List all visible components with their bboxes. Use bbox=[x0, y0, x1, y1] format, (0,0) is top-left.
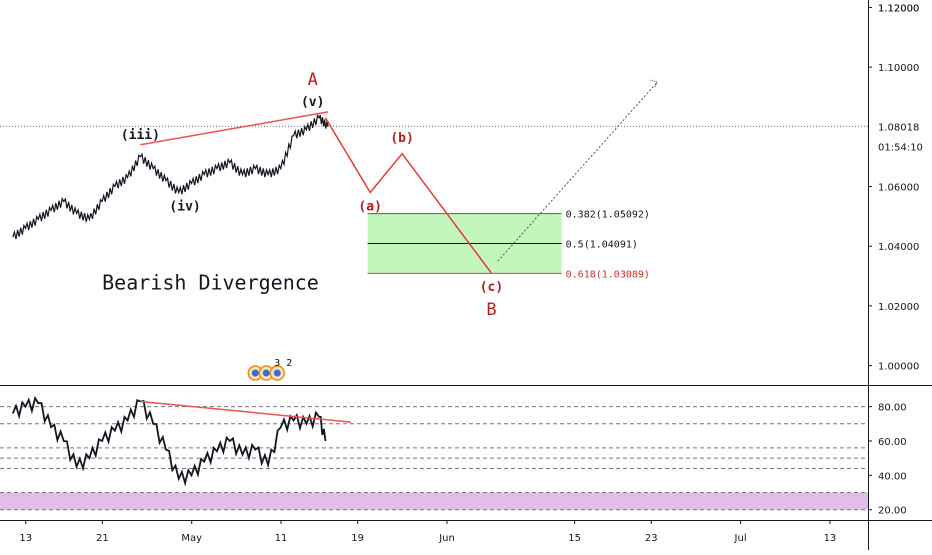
time-axis-label: Jun bbox=[438, 533, 455, 544]
indicator-axis-label: 60.00 bbox=[878, 437, 907, 448]
badge-dot bbox=[251, 369, 259, 377]
labels-layer: (iii) (iv) (v) A (a) (b) (c) B Bearish Divergenc… bbox=[102, 70, 503, 381]
countdown-label: 01:54:10 bbox=[878, 142, 923, 153]
time-axis-label: 11 bbox=[275, 533, 288, 544]
badge-dot bbox=[262, 369, 270, 377]
price-axis-label: 1.12000 bbox=[878, 3, 919, 14]
wave-label: A bbox=[308, 70, 318, 90]
price-axis-label: 1.00000 bbox=[878, 362, 919, 373]
badge-dot bbox=[273, 369, 281, 377]
wave-label: (iii) bbox=[121, 128, 160, 143]
price-axis-label: 1.04000 bbox=[878, 242, 919, 253]
dotted-projection-arrowhead bbox=[650, 79, 659, 89]
wave-label: B bbox=[486, 300, 496, 320]
indicator-axis-label: 40.00 bbox=[878, 471, 907, 482]
wave-label: (iv) bbox=[169, 199, 200, 214]
indicator-axis-label: 80.00 bbox=[878, 403, 907, 414]
wave-label: (v) bbox=[301, 95, 324, 110]
price-axis-label: 1.06000 bbox=[878, 183, 919, 194]
price-axis-label: 1.10000 bbox=[878, 63, 919, 74]
fib-level-0.5-label: 0.5(1.04091) bbox=[566, 240, 638, 251]
time-axis-label: Jul bbox=[734, 533, 747, 544]
indicator-series-line bbox=[11, 395, 327, 487]
time-axis-label: 13 bbox=[19, 533, 32, 544]
price-trendline bbox=[140, 111, 329, 146]
price-axis-label: 1.12000 bbox=[878, 3, 919, 14]
indicator-axis-label: 20.00 bbox=[878, 506, 907, 517]
time-axis-label: 23 bbox=[645, 533, 658, 544]
grid-layer bbox=[0, 125, 868, 511]
time-axis-label: 19 bbox=[351, 533, 364, 544]
wave-label: (b) bbox=[390, 131, 413, 146]
badge-number: 2 bbox=[286, 358, 292, 369]
wave-projection-path bbox=[324, 117, 493, 274]
price-axis-label: 1.02000 bbox=[878, 302, 919, 313]
price-series-line bbox=[12, 113, 329, 240]
lines-layer bbox=[11, 79, 659, 487]
indicator-band bbox=[0, 492, 868, 510]
wave-label: (a) bbox=[358, 199, 381, 214]
time-axis-label: 21 bbox=[96, 533, 109, 544]
fib-level-0.382-label: 0.382(1.05092) bbox=[566, 210, 650, 221]
last-price-label: 1.08018 bbox=[878, 122, 919, 133]
fib-box-layer: 0.382(1.05092) 0.5(1.04091) 0.618(1.03089) bbox=[367, 210, 650, 280]
time-axis-label: May bbox=[181, 533, 202, 544]
time-axis-label: 13 bbox=[824, 533, 837, 544]
badge-number: 3 bbox=[274, 358, 280, 369]
fib-level-0.618-label: 0.618(1.03089) bbox=[566, 269, 650, 280]
chart-title: Bearish Divergence bbox=[102, 270, 319, 294]
time-axis-label: 15 bbox=[568, 533, 581, 544]
indicator-trendline bbox=[140, 400, 352, 423]
wave-label: (c) bbox=[480, 280, 503, 295]
